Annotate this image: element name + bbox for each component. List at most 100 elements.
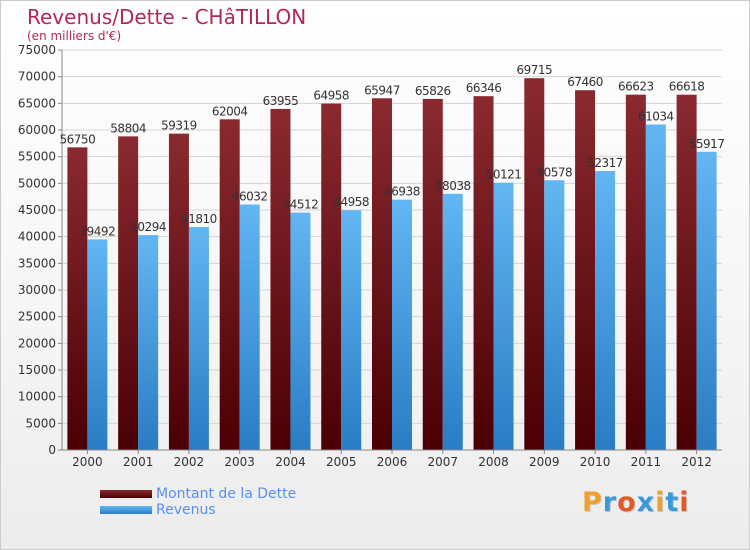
data-label-revenus: 48038: [435, 179, 471, 193]
logo-letter: r: [602, 487, 618, 518]
bar-revenus: [239, 204, 260, 450]
x-tick-label: 2011: [631, 455, 662, 469]
data-label-dette: 59319: [161, 119, 197, 133]
bars: [67, 78, 717, 451]
data-label-revenus: 41810: [181, 212, 217, 226]
bar-dette: [219, 119, 240, 450]
logo-letter: o: [617, 487, 637, 518]
bar-dette: [168, 133, 189, 450]
x-tick-label: 2006: [377, 455, 408, 469]
bar-dette: [270, 108, 291, 450]
legend-item-revenus: Revenus: [100, 502, 296, 518]
bar-dette: [676, 94, 697, 450]
data-label-dette: 64958: [313, 89, 349, 103]
bar-revenus: [138, 235, 159, 450]
data-label-dette: 62004: [212, 104, 248, 118]
chart-title: Revenus/Dette - CHâTILLON: [27, 5, 307, 29]
data-label-dette: 67460: [567, 75, 603, 89]
x-tick-label: 2004: [275, 455, 306, 469]
bar-revenus: [290, 212, 311, 450]
legend-swatch-revenus: [100, 506, 152, 514]
data-label-revenus: 40294: [130, 220, 166, 234]
y-tick-label: 5000: [25, 416, 56, 430]
data-label-revenus: 61034: [638, 109, 674, 123]
x-tick-label: 2003: [224, 455, 255, 469]
bar-revenus: [544, 180, 565, 450]
bar-dette: [321, 103, 342, 450]
y-tick-label: 75000: [18, 43, 56, 57]
bar-dette: [575, 90, 596, 451]
y-tick-label: 20000: [18, 336, 56, 350]
bar-dette: [422, 98, 443, 450]
x-tick-label: 2008: [478, 455, 509, 469]
bar-revenus: [645, 124, 666, 450]
y-tick-label: 50000: [18, 176, 56, 190]
bar-revenus: [87, 239, 108, 450]
legend-item-dette: Montant de la Dette: [100, 486, 296, 502]
x-tick-label: 2000: [72, 455, 103, 469]
logo-letter: P: [582, 487, 603, 518]
data-label-dette: 65947: [364, 83, 400, 97]
data-label-dette: 56750: [60, 132, 96, 146]
logo-letter: x: [636, 487, 656, 518]
bar-revenus: [493, 182, 514, 451]
y-tick-label: 45000: [18, 203, 56, 217]
logo-letter: i: [655, 487, 666, 518]
bar-revenus: [392, 199, 412, 450]
data-label-dette: 58804: [110, 121, 146, 135]
data-label-revenus: 46032: [232, 189, 268, 203]
x-tick-label: 2009: [529, 455, 560, 469]
data-label-revenus: 52317: [587, 156, 623, 170]
y-tick-label: 10000: [18, 390, 56, 404]
data-label-revenus: 55917: [689, 137, 725, 151]
bar-revenus: [341, 210, 362, 450]
y-tick-label: 35000: [18, 256, 56, 270]
bar-revenus: [595, 170, 616, 450]
y-tick-label: 55000: [18, 150, 56, 164]
data-labels: 56750 39492 58804 40294 59319 41810 62004 46032…: [60, 63, 725, 238]
bar-dette: [524, 78, 545, 450]
x-axis: 2000 2001 2002 2003 2004 2005 2006 2007 2008 2009…: [62, 449, 722, 469]
legend: Montant de la Dette Revenus: [100, 486, 296, 518]
data-label-dette: 69715: [516, 63, 552, 77]
y-tick-label: 65000: [18, 96, 56, 110]
data-label-revenus: 50121: [486, 168, 522, 182]
x-tick-label: 2001: [123, 455, 154, 469]
proxiti-logo: Proxiti: [582, 487, 690, 518]
data-label-dette: 65826: [415, 84, 451, 98]
bar-chart: 0 5000 10000 15000 20000 25000 30000 35000 40000…: [18, 43, 725, 469]
y-tick-label: 15000: [18, 363, 56, 377]
bar-dette: [625, 94, 646, 450]
y-tick-label: 60000: [18, 123, 56, 137]
y-axis: 0 5000 10000 15000 20000 25000 30000 35000 40000…: [18, 43, 63, 457]
legend-label-dette: Montant de la Dette: [156, 486, 297, 502]
logo-letter: t: [665, 487, 680, 518]
data-label-dette: 66618: [669, 80, 705, 94]
data-label-dette: 63955: [263, 94, 299, 108]
bar-dette: [118, 136, 139, 450]
legend-label-revenus: Revenus: [156, 502, 216, 518]
data-label-revenus: 44512: [283, 198, 319, 212]
bar-revenus: [696, 151, 717, 450]
logo-letter: i: [679, 487, 690, 518]
bar-revenus: [188, 227, 209, 450]
legend-swatch-dette: [100, 490, 152, 498]
y-tick-label: 70000: [18, 70, 56, 84]
y-tick-label: 0: [48, 443, 56, 457]
x-tick-label: 2010: [580, 455, 611, 469]
x-tick-label: 2007: [427, 455, 458, 469]
x-tick-label: 2005: [326, 455, 357, 469]
bar-dette: [372, 98, 392, 451]
bar-dette: [67, 147, 88, 451]
chart-subtitle: (en milliers d'€): [27, 29, 122, 43]
y-tick-label: 30000: [18, 283, 56, 297]
data-label-revenus: 46938: [384, 185, 420, 199]
data-label-revenus: 39492: [80, 224, 116, 238]
data-label-revenus: 50578: [536, 165, 572, 179]
x-tick-label: 2012: [681, 455, 712, 469]
y-tick-label: 25000: [18, 310, 56, 324]
data-label-dette: 66623: [618, 80, 654, 94]
y-tick-label: 40000: [18, 230, 56, 244]
x-tick-label: 2002: [174, 455, 205, 469]
bar-dette: [473, 96, 494, 450]
